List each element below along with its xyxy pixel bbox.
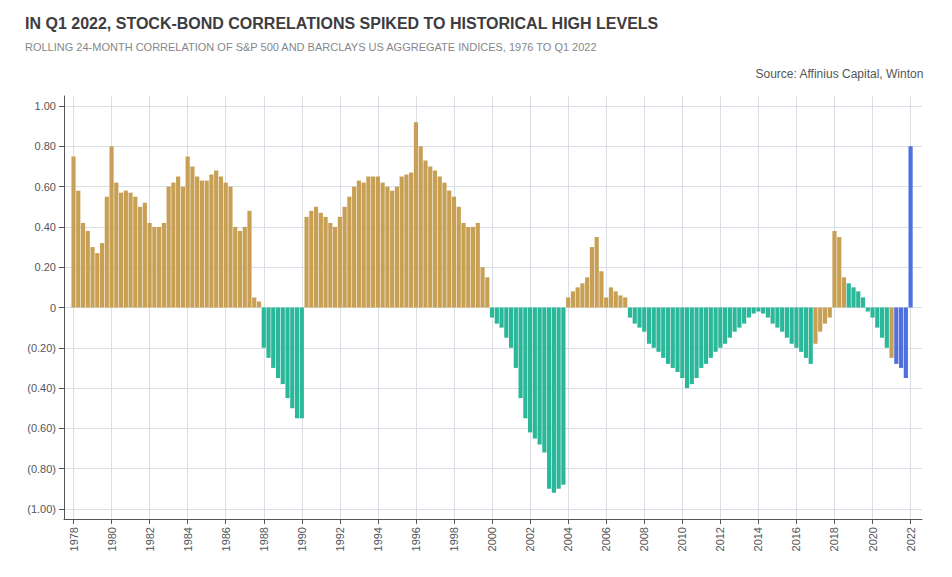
svg-text:2014: 2014: [752, 527, 764, 551]
svg-text:2022: 2022: [905, 527, 917, 551]
svg-text:2000: 2000: [486, 527, 498, 551]
svg-text:0.40: 0.40: [35, 221, 56, 233]
svg-text:1994: 1994: [372, 527, 384, 551]
svg-text:1980: 1980: [106, 527, 118, 551]
svg-text:1982: 1982: [144, 527, 156, 551]
svg-text:2006: 2006: [600, 527, 612, 551]
svg-text:2008: 2008: [638, 527, 650, 551]
svg-text:0.80: 0.80: [35, 140, 56, 152]
svg-text:1992: 1992: [334, 527, 346, 551]
svg-text:(0.20): (0.20): [27, 342, 56, 354]
svg-text:ROLLING 24-MONTH CORRELATION O: ROLLING 24-MONTH CORRELATION OF S&P 500 …: [25, 41, 597, 53]
svg-text:(0.80): (0.80): [27, 463, 56, 475]
svg-text:1988: 1988: [258, 527, 270, 551]
svg-text:1996: 1996: [410, 527, 422, 551]
svg-text:2018: 2018: [828, 527, 840, 551]
svg-text:0.60: 0.60: [35, 181, 56, 193]
svg-text:1978: 1978: [68, 527, 80, 551]
svg-text:2012: 2012: [714, 527, 726, 551]
svg-text:2020: 2020: [867, 527, 879, 551]
svg-text:1.00: 1.00: [35, 100, 56, 112]
svg-text:1998: 1998: [448, 527, 460, 551]
svg-text:1990: 1990: [296, 527, 308, 551]
svg-text:0.20: 0.20: [35, 261, 56, 273]
svg-text:IN Q1 2022, STOCK-BOND CORRELA: IN Q1 2022, STOCK-BOND CORRELATIONS SPIK…: [25, 15, 659, 32]
svg-text:Source: Affinius Capital, Wint: Source: Affinius Capital, Winton: [755, 67, 923, 81]
svg-text:2016: 2016: [790, 527, 802, 551]
svg-text:(0.40): (0.40): [27, 382, 56, 394]
svg-text:0: 0: [50, 302, 56, 314]
svg-text:2010: 2010: [676, 527, 688, 551]
svg-text:2004: 2004: [562, 527, 574, 551]
svg-text:1984: 1984: [182, 527, 194, 551]
svg-text:2002: 2002: [524, 527, 536, 551]
svg-text:(1.00): (1.00): [27, 503, 56, 515]
svg-text:(0.60): (0.60): [27, 422, 56, 434]
svg-text:1986: 1986: [220, 527, 232, 551]
